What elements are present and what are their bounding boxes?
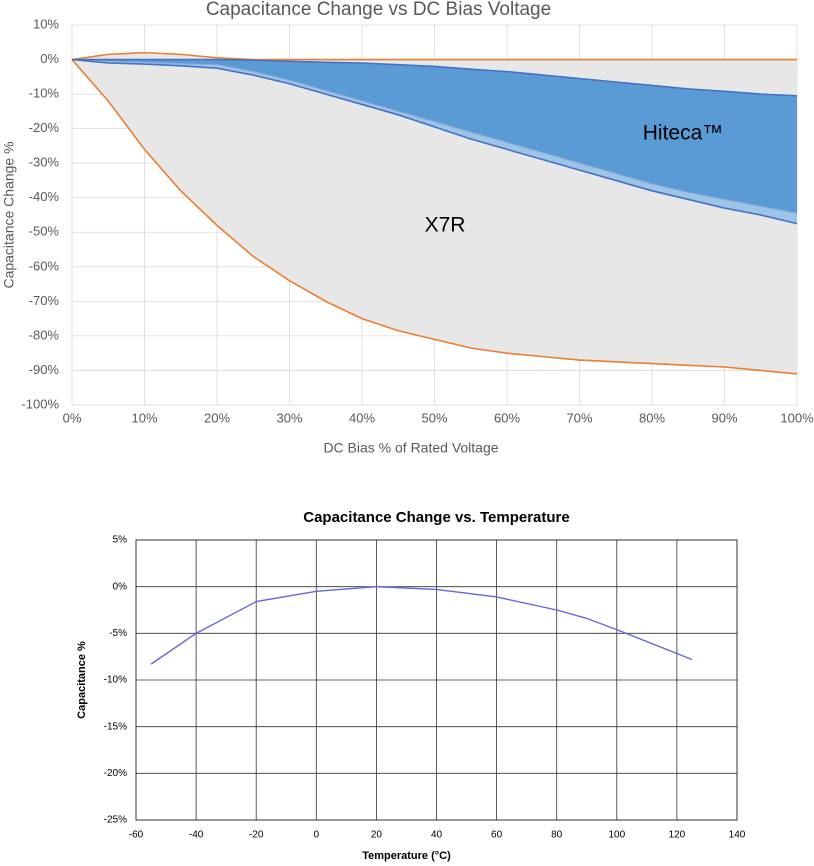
- chart-title: Capacitance Change vs DC Bias Voltage: [206, 0, 551, 20]
- x-tick-label: 90%: [711, 410, 737, 425]
- y-tick-label: -20%: [104, 768, 127, 779]
- band-line: [71, 58, 798, 225]
- y-tick-label: 10%: [33, 16, 59, 31]
- band-line: [71, 59, 798, 375]
- chart-title: Capacitance Change vs. Temperature: [303, 509, 569, 526]
- annotation: Hiteca™: [643, 122, 724, 145]
- x-tick-label: -60: [129, 830, 144, 841]
- x-tick-label: 0: [314, 830, 320, 841]
- x-tick-label: 60: [491, 830, 503, 841]
- x-tick-label: -20: [249, 830, 264, 841]
- band-fill: [72, 59, 797, 214]
- x-tick-label: 60%: [494, 410, 520, 425]
- y-tick-label: 0%: [113, 581, 128, 592]
- y-tick-label: -40%: [29, 189, 60, 204]
- y-tick-label: -10%: [29, 86, 60, 101]
- y-tick-label: -70%: [29, 293, 60, 308]
- y-axis-title: Capacitance Change %: [1, 141, 17, 288]
- x-tick-label: 10%: [131, 410, 157, 425]
- x-tick-label: 20: [371, 830, 383, 841]
- band-line: [71, 51, 797, 61]
- x-axis-title: DC Bias % of Rated Voltage: [323, 440, 498, 456]
- y-tick-label: -60%: [29, 258, 60, 273]
- y-axis-title: Capacitance %: [76, 641, 88, 719]
- x-tick-label: 100%: [780, 410, 814, 425]
- y-tick-label: -100%: [21, 396, 59, 411]
- y-tick-label: -50%: [29, 224, 60, 239]
- x-tick-label: 70%: [566, 410, 592, 425]
- band-line: [72, 58, 798, 97]
- x-tick-label: 50%: [421, 410, 447, 425]
- y-tick-label: -10%: [104, 675, 127, 686]
- y-tick-label: -15%: [104, 721, 127, 732]
- y-tick-label: -20%: [29, 120, 60, 135]
- x-tick-label: 0%: [63, 410, 82, 425]
- x-tick-label: 20%: [204, 410, 230, 425]
- y-tick-label: 5%: [113, 535, 128, 546]
- line: [150, 585, 693, 665]
- x-tick-label: 120: [669, 830, 686, 841]
- y-tick-label: -5%: [109, 628, 127, 639]
- x-tick-label: 140: [729, 830, 746, 841]
- x-tick-label: 30%: [276, 410, 302, 425]
- y-tick-label: 0%: [40, 51, 59, 66]
- band-edge: [71, 59, 798, 214]
- y-tick-label: -30%: [29, 155, 60, 170]
- y-tick-label: -90%: [29, 362, 60, 377]
- x-tick-label: 80%: [639, 410, 665, 425]
- x-tick-label: 80: [551, 830, 563, 841]
- plot-frame: [135, 539, 738, 821]
- x-tick-label: 40: [431, 830, 443, 841]
- y-tick-label: -25%: [104, 815, 127, 826]
- x-tick-label: -40: [189, 830, 204, 841]
- annotation: X7R: [425, 214, 466, 237]
- x-tick-label: 100: [608, 830, 625, 841]
- x-tick-label: 40%: [349, 410, 375, 425]
- band-fill: [72, 59, 797, 224]
- x-axis-title: Temperature (°C): [362, 850, 451, 862]
- y-tick-label: -80%: [29, 327, 60, 342]
